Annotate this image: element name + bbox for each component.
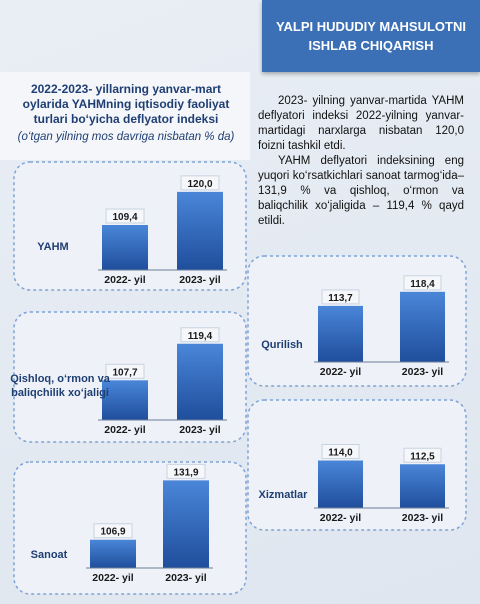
text-block: 2023- yilning yanvar-martida YAHM deflya…: [258, 94, 464, 229]
paragraph: 2023- yilning yanvar-martida YAHM deflya…: [258, 95, 464, 152]
bar: [102, 225, 148, 270]
category-label: 2022- yil: [104, 424, 146, 436]
category-label: 2023- yil: [165, 572, 207, 584]
value-label: 113,7: [328, 293, 353, 304]
category-label: 2022- yil: [320, 366, 362, 378]
value-label: 131,9: [173, 467, 198, 478]
category-label: 2022- yil: [104, 274, 146, 286]
bar: [177, 191, 223, 270]
value-label-box: [180, 175, 220, 191]
bar: [400, 464, 445, 508]
value-label: 120,0: [187, 179, 212, 190]
bar: [400, 291, 445, 362]
chart-label: Sanoat: [30, 549, 68, 561]
value-label: 114,0: [328, 448, 353, 459]
bar: [102, 380, 148, 420]
category-label: 2022- yil: [320, 512, 362, 524]
category-label: 2023- yil: [179, 274, 221, 286]
chart-label: Qurilish: [261, 339, 303, 351]
chart-label: YAHM: [37, 241, 69, 253]
chart-label: Qishloq, o‘rmon va baliqchilik xo‘jaligi: [10, 373, 110, 399]
intro-title: 2022-2023- yillarning yanvar-mart oylari…: [22, 82, 230, 126]
category-label: 2022- yil: [92, 572, 134, 584]
value-label-box: [166, 463, 206, 479]
bar: [163, 480, 209, 568]
value-label: 107,7: [112, 367, 137, 378]
banner-title: YALPI HUDUDIY MAHSULOTNI ISHLAB CHIQARIS…: [262, 0, 480, 72]
value-label-box: [403, 447, 442, 463]
intro-subtitle: (o‘tgan yilning mos davriga nisbatan % d…: [17, 131, 235, 143]
paragraph: YAHM deflyatori indeksining eng yuqori k…: [258, 155, 464, 227]
intro-panel: [0, 72, 250, 160]
chart-label: Xizmatlar: [258, 489, 308, 501]
value-label-box: [403, 275, 442, 291]
bar: [318, 305, 363, 362]
value-label: 118,4: [410, 279, 435, 290]
value-label-box: [105, 363, 145, 379]
bar: [177, 343, 223, 420]
value-label: 119,4: [188, 331, 213, 342]
bar: [90, 539, 136, 568]
value-label: 106,9: [100, 527, 125, 538]
value-label-box: [321, 289, 360, 305]
category-label: 2023- yil: [179, 424, 221, 436]
category-label: 2023- yil: [402, 366, 444, 378]
value-label-box: [321, 444, 360, 459]
value-label: 109,4: [112, 212, 137, 223]
category-label: 2023- yil: [402, 512, 444, 524]
bar: [318, 460, 363, 508]
value-label: 112,5: [410, 451, 435, 462]
value-label-box: [93, 523, 133, 539]
value-label-box: [105, 208, 145, 224]
value-label-box: [180, 327, 220, 343]
